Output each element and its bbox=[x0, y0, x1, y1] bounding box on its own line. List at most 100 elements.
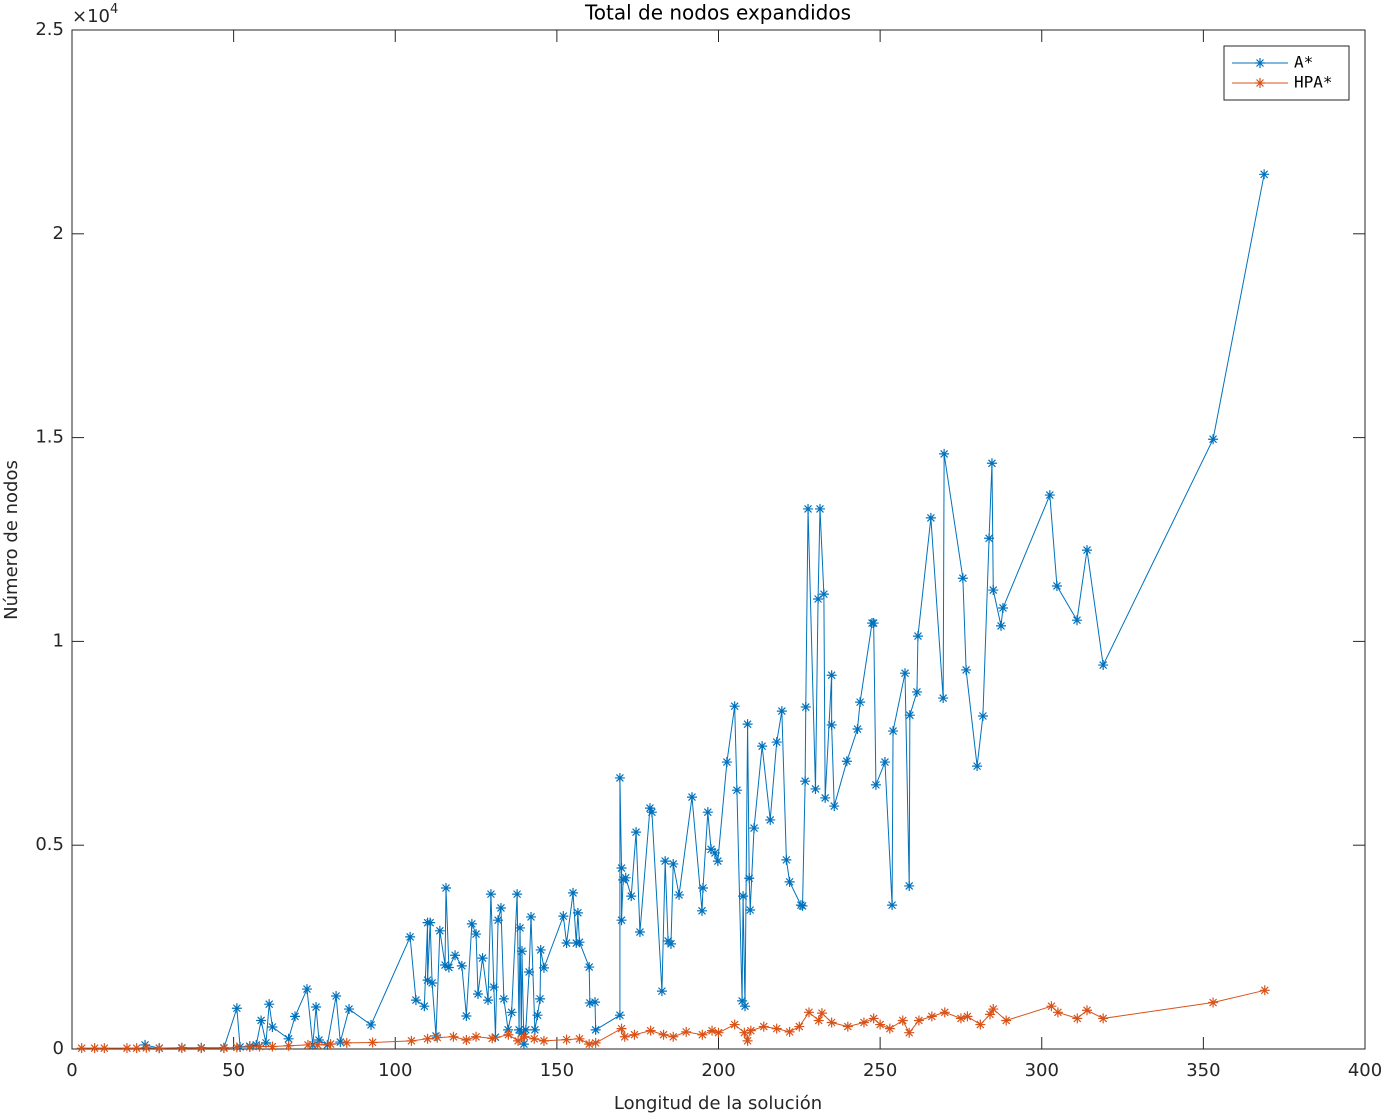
legend: A*HPA* bbox=[1223, 45, 1350, 101]
marker bbox=[322, 1039, 333, 1050]
marker bbox=[584, 1039, 595, 1050]
marker bbox=[231, 1042, 242, 1053]
marker bbox=[571, 938, 582, 949]
marker bbox=[681, 1026, 692, 1037]
marker bbox=[645, 1025, 656, 1036]
marker bbox=[668, 1031, 679, 1042]
marker bbox=[538, 962, 549, 973]
marker bbox=[646, 807, 657, 818]
marker bbox=[406, 1035, 417, 1046]
marker bbox=[709, 847, 720, 858]
marker bbox=[131, 1043, 142, 1054]
marker bbox=[707, 1025, 718, 1036]
marker bbox=[1082, 545, 1093, 556]
marker bbox=[938, 693, 949, 704]
marker bbox=[816, 1008, 827, 1019]
marker bbox=[697, 1029, 708, 1040]
marker bbox=[686, 792, 697, 803]
marker bbox=[975, 1019, 986, 1030]
marker bbox=[855, 697, 866, 708]
marker bbox=[558, 911, 569, 922]
marker bbox=[962, 1011, 973, 1022]
marker bbox=[590, 1024, 601, 1035]
marker bbox=[986, 458, 997, 469]
marker bbox=[712, 856, 723, 867]
marker bbox=[561, 938, 572, 949]
marker bbox=[988, 1004, 999, 1015]
marker bbox=[939, 448, 950, 459]
marker bbox=[614, 1010, 625, 1021]
marker bbox=[456, 960, 467, 971]
x-tick-label: 150 bbox=[540, 1060, 574, 1081]
marker bbox=[568, 887, 579, 898]
marker bbox=[668, 858, 679, 869]
chart-title: Total de nodos expandidos bbox=[584, 1, 851, 25]
marker bbox=[742, 1035, 753, 1046]
marker bbox=[803, 503, 814, 514]
marker bbox=[121, 1043, 132, 1054]
marker bbox=[513, 1035, 524, 1046]
marker bbox=[427, 977, 438, 988]
marker bbox=[1208, 997, 1219, 1008]
marker bbox=[729, 701, 740, 712]
marker bbox=[231, 1003, 242, 1014]
marker bbox=[312, 1039, 323, 1050]
marker bbox=[443, 962, 454, 973]
marker bbox=[984, 533, 995, 544]
x-tick-label: 100 bbox=[378, 1060, 412, 1081]
marker bbox=[813, 594, 824, 605]
y-tick-label: 0 bbox=[53, 1038, 64, 1059]
marker bbox=[495, 902, 506, 913]
y-tick-label: 1 bbox=[53, 630, 64, 651]
marker bbox=[483, 995, 494, 1006]
marker bbox=[267, 1041, 278, 1052]
marker bbox=[1098, 660, 1109, 671]
marker bbox=[450, 950, 461, 961]
marker bbox=[738, 891, 749, 902]
marker bbox=[758, 1021, 769, 1032]
marker bbox=[997, 602, 1008, 613]
marker bbox=[658, 1029, 669, 1040]
marker bbox=[441, 882, 451, 893]
marker bbox=[757, 741, 768, 752]
marker bbox=[1072, 1013, 1083, 1024]
marker bbox=[988, 585, 999, 596]
marker bbox=[99, 1043, 110, 1054]
marker bbox=[1051, 580, 1062, 591]
marker bbox=[264, 999, 275, 1010]
marker bbox=[818, 589, 829, 600]
marker bbox=[524, 966, 535, 977]
marker bbox=[466, 918, 477, 929]
marker bbox=[875, 1019, 886, 1030]
marker bbox=[660, 856, 671, 867]
marker bbox=[629, 1029, 640, 1040]
marker bbox=[888, 726, 899, 737]
marker bbox=[366, 1019, 377, 1030]
marker bbox=[561, 1034, 572, 1045]
y-tick-label: 0.5 bbox=[35, 834, 64, 855]
marker bbox=[1071, 615, 1082, 626]
marker bbox=[794, 1021, 805, 1032]
marker bbox=[697, 882, 708, 893]
legend-marker bbox=[1255, 78, 1265, 88]
marker bbox=[473, 988, 484, 999]
marker bbox=[532, 1010, 543, 1021]
marker bbox=[196, 1043, 207, 1054]
marker bbox=[520, 1024, 531, 1035]
marker bbox=[800, 702, 811, 713]
y-scale-base: ×10 bbox=[72, 6, 110, 27]
marker bbox=[771, 1023, 782, 1034]
marker bbox=[218, 1043, 229, 1054]
marker bbox=[1082, 1005, 1093, 1016]
marker bbox=[140, 1039, 151, 1050]
marker bbox=[776, 706, 787, 717]
marker bbox=[515, 922, 526, 933]
marker bbox=[868, 1013, 879, 1024]
marker bbox=[800, 776, 811, 787]
marker bbox=[471, 929, 482, 940]
marker bbox=[729, 1019, 740, 1030]
marker bbox=[912, 631, 923, 642]
marker bbox=[267, 1021, 278, 1032]
marker bbox=[619, 1031, 630, 1042]
